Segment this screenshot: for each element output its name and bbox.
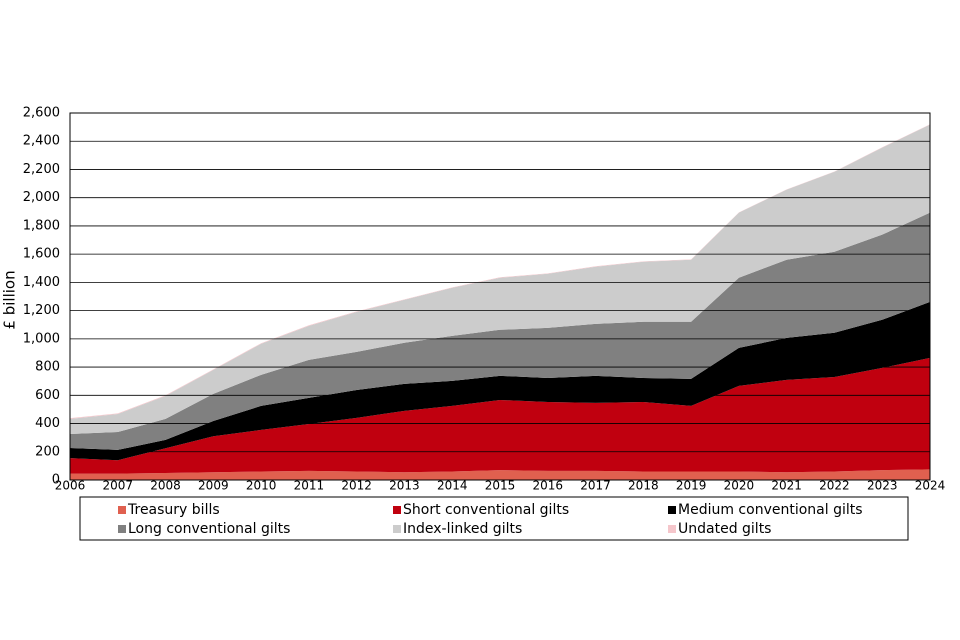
- y-tick-label: 1,200: [23, 303, 60, 318]
- y-tick-label: 2,600: [23, 106, 60, 121]
- y-tick-label: 1,400: [23, 275, 60, 290]
- legend-swatch: [393, 525, 401, 533]
- x-tick-label: 2009: [198, 479, 229, 493]
- y-tick-label: 1,800: [23, 218, 60, 233]
- x-tick-label: 2007: [103, 479, 134, 493]
- x-tick-label: 2016: [533, 479, 564, 493]
- y-tick-label: 800: [35, 360, 60, 375]
- area: [70, 469, 930, 480]
- x-tick-label: 2017: [580, 479, 611, 493]
- x-tick-label: 2015: [485, 479, 516, 493]
- legend-label: Medium conventional gilts: [678, 502, 863, 518]
- area: [70, 301, 930, 461]
- y-tick-label: 2,200: [23, 162, 60, 177]
- y-tick-label: 400: [35, 416, 60, 431]
- legend-label: Long conventional gilts: [128, 521, 290, 537]
- legend-swatch: [118, 525, 126, 533]
- legend-label: Short conventional gilts: [403, 502, 569, 518]
- x-tick-label: 2021: [771, 479, 802, 493]
- x-tick-label: 2011: [294, 479, 325, 493]
- x-tick-label: 2020: [724, 479, 755, 493]
- legend-swatch: [668, 525, 676, 533]
- plot-frame: [69, 112, 931, 481]
- y-tick-label: 1,600: [23, 247, 60, 262]
- legend: Treasury bills Short conventional gilts Me…: [118, 502, 863, 537]
- legend-swatch: [118, 506, 126, 514]
- x-tick-label: 2008: [150, 479, 181, 493]
- x-tick-label: 2022: [819, 479, 850, 493]
- y-tick-label: 2,400: [23, 134, 60, 149]
- x-tick-label: 2006: [55, 479, 86, 493]
- legend-label: Undated gilts: [678, 521, 771, 537]
- y-tick-label: 0: [52, 473, 60, 488]
- area: [70, 357, 930, 474]
- x-tick-label: 2014: [437, 479, 468, 493]
- x-tick-label: 2023: [867, 479, 898, 493]
- y-tick-label: 600: [35, 388, 60, 403]
- y-tick-label: 200: [35, 444, 60, 459]
- legend-label: Index-linked gilts: [403, 521, 522, 537]
- legend-swatch: [393, 506, 401, 514]
- y-tick-label: 1,000: [23, 331, 60, 346]
- legend-label: Treasury bills: [127, 502, 220, 518]
- y-tick-label: 2,000: [23, 190, 60, 205]
- area: [70, 212, 930, 450]
- area: [70, 124, 930, 434]
- x-tick-label: 2019: [676, 479, 707, 493]
- x-tick-label: 2013: [389, 479, 420, 493]
- x-tick-label: 2012: [341, 479, 372, 493]
- x-tick-label: 2024: [915, 479, 946, 493]
- x-tick-label: 2010: [246, 479, 277, 493]
- x-tick-label: 2018: [628, 479, 659, 493]
- legend-swatch: [668, 506, 676, 514]
- legend-box: [79, 496, 909, 541]
- y-axis-label: £ billion: [1, 270, 19, 329]
